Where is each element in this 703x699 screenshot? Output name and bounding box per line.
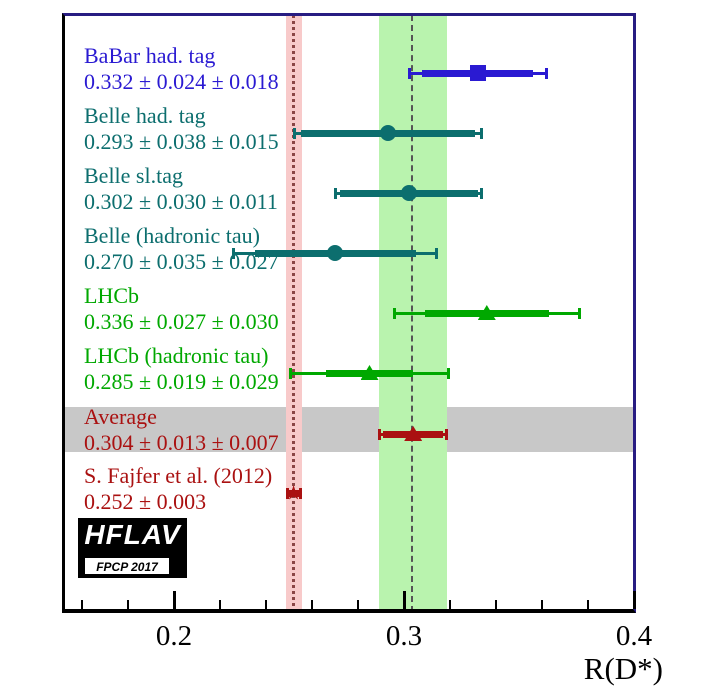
error-bar-cap-right <box>480 188 484 199</box>
error-bar-cap-right <box>434 248 438 259</box>
x-tick-label: 0.2 <box>155 620 193 652</box>
hflav-logo-subbox: FPCP 2017 <box>83 556 171 576</box>
error-bar-cap-left <box>407 68 411 79</box>
marker-circle <box>400 185 417 201</box>
hflav-logo: HFLAV FPCP 2017 <box>78 518 187 578</box>
x-minor-tick <box>357 600 359 609</box>
average-row-highlight <box>65 407 633 452</box>
error-bar-cap-left <box>232 248 236 259</box>
measurement-label: S. Fajfer et al. (2012) <box>84 463 273 488</box>
x-tick-label: 0.4 <box>615 620 653 652</box>
x-minor-tick <box>265 600 267 609</box>
measurement-value: 0.252 ± 0.003 <box>84 489 207 514</box>
error-bar-cap-left <box>292 128 296 139</box>
theory-prediction-band-center-line <box>291 15 295 612</box>
measurement-label: Belle had. tag <box>84 103 206 128</box>
error-bar-cap-left <box>392 308 396 319</box>
x-tick-label: 0.3 <box>385 620 423 652</box>
x-minor-tick <box>81 600 83 609</box>
error-bar-cap-right <box>479 128 483 139</box>
x-minor-tick <box>541 600 543 609</box>
measurement-label: Average <box>84 404 157 429</box>
measurement-value: 0.332 ± 0.024 ± 0.018 <box>84 69 279 94</box>
error-bar-cap-right <box>577 308 581 319</box>
error-bar-cap-left <box>334 188 338 199</box>
x-minor-tick <box>127 600 129 609</box>
marker-circle <box>379 125 396 141</box>
error-bar-cap-right <box>445 429 449 440</box>
measurement-value: 0.304 ± 0.013 ± 0.007 <box>84 430 279 455</box>
measurement-value: 0.285 ± 0.019 ± 0.029 <box>84 369 279 394</box>
x-minor-tick <box>449 600 451 609</box>
measurement-label: LHCb <box>84 283 139 308</box>
error-bar-cap-left <box>288 368 292 379</box>
measurement-value: 0.293 ± 0.038 ± 0.015 <box>84 129 279 154</box>
fpcp-2017-label: FPCP 2017 <box>96 560 158 574</box>
measurement-value: 0.270 ± 0.035 ± 0.027 <box>84 249 279 274</box>
x-major-tick <box>633 591 636 609</box>
x-major-tick <box>173 591 176 609</box>
hflav-logo-text: HFLAV <box>84 519 181 550</box>
error-bar-cap-right <box>544 68 548 79</box>
error-bar-cap-left <box>378 429 382 440</box>
error-bar-cap-right <box>447 368 451 379</box>
marker-circle <box>327 245 343 261</box>
x-axis-label: R(D*) <box>583 651 663 686</box>
measurement-value: 0.336 ± 0.027 ± 0.030 <box>84 309 279 334</box>
measurement-label: BaBar had. tag <box>84 43 216 68</box>
x-minor-tick <box>311 600 313 609</box>
marker-square <box>469 65 486 81</box>
measurement-label: Belle sl.tag <box>84 163 183 188</box>
measurement-value: 0.302 ± 0.030 ± 0.011 <box>84 189 278 214</box>
x-major-tick <box>403 591 406 609</box>
x-minor-tick <box>495 600 497 609</box>
x-minor-tick <box>219 600 221 609</box>
measurement-label: LHCb (hadronic tau) <box>84 343 269 368</box>
x-minor-tick <box>587 600 589 609</box>
measurement-label: Belle (hadronic tau) <box>84 223 260 248</box>
